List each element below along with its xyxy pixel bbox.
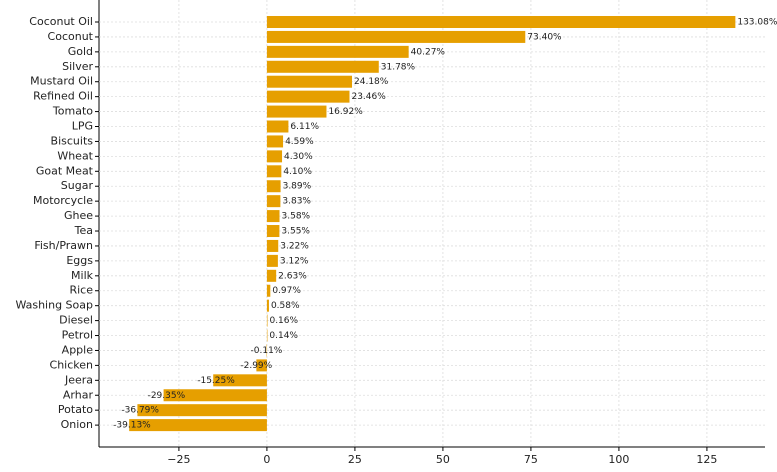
bar (267, 255, 278, 267)
y-tick-label: Rice (69, 284, 93, 297)
value-label: 4.59% (285, 137, 314, 147)
x-tick-label: 100 (608, 453, 629, 466)
y-tick-label: Biscuits (51, 134, 94, 147)
bar (267, 285, 270, 297)
x-tick-label: 50 (436, 453, 450, 466)
y-tick-label: Diesel (59, 314, 93, 327)
y-tick-label: Ghee (64, 209, 93, 222)
value-label: 4.10% (283, 167, 312, 177)
x-tick-label: 25 (348, 453, 362, 466)
bar (267, 240, 278, 252)
value-label: 0.16% (269, 316, 298, 326)
y-tick-label: LPG (72, 120, 93, 133)
value-label: -15.25% (197, 376, 235, 386)
x-tick-label: 0 (263, 453, 270, 466)
y-tick-label: Washing Soap (15, 299, 93, 312)
bar (267, 16, 735, 28)
value-label: 0.58% (271, 301, 300, 311)
bar (267, 91, 350, 103)
y-tick-label: Milk (71, 269, 94, 282)
y-tick-label: Eggs (66, 254, 93, 267)
value-label: 23.46% (351, 92, 386, 102)
value-label: 4.30% (284, 152, 313, 162)
y-tick-label: Tomato (52, 105, 93, 118)
bar (267, 225, 279, 237)
y-tick-label: Silver (62, 60, 93, 73)
value-label: 6.11% (290, 122, 319, 132)
value-label: -2.99% (240, 361, 272, 371)
value-label: -36.79% (121, 406, 159, 416)
bar (267, 106, 327, 118)
y-tick-label: Tea (74, 224, 93, 237)
value-label: 0.97% (272, 286, 301, 296)
value-label: 73.40% (527, 32, 562, 42)
value-label: -39.13% (113, 421, 151, 431)
value-label: 3.12% (280, 256, 309, 266)
bar (267, 31, 525, 43)
y-tick-label: Coconut (48, 30, 94, 43)
y-tick-label: Petrol (62, 329, 93, 342)
bar (267, 46, 409, 58)
y-tick-label: Chicken (50, 358, 94, 371)
y-tick-label: Wheat (57, 149, 93, 162)
bar (267, 210, 280, 222)
bar (267, 150, 282, 162)
y-tick-label: Gold (68, 45, 93, 58)
y-tick-label: Jeera (64, 373, 93, 386)
y-tick-label: Apple (62, 343, 94, 356)
y-tick-label: Fish/Prawn (34, 239, 93, 252)
y-tick-label: Refined Oil (33, 90, 93, 103)
y-tick-label: Potato (58, 403, 93, 416)
value-label: -0.11% (251, 346, 283, 356)
y-tick-label: Coconut Oil (29, 15, 93, 28)
value-label: 24.18% (354, 77, 389, 87)
value-label: 3.55% (281, 227, 310, 237)
value-label: 2.63% (278, 271, 307, 281)
x-tick-label: 125 (696, 453, 717, 466)
bar (267, 180, 281, 192)
bar (267, 270, 276, 282)
y-tick-label: Sugar (61, 179, 94, 192)
value-label: -29.35% (148, 391, 186, 401)
y-tick-label: Onion (61, 418, 93, 431)
bar (267, 165, 281, 177)
y-tick-label: Motorcycle (33, 194, 93, 207)
x-tick-label: −25 (167, 453, 190, 466)
y-tick-label: Arhar (63, 388, 94, 401)
bar (267, 76, 352, 88)
bar (267, 121, 289, 133)
x-tick-label: 75 (524, 453, 538, 466)
value-label: 40.27% (411, 47, 446, 57)
bar (267, 195, 280, 207)
bar (267, 315, 268, 327)
bar (267, 61, 379, 73)
y-tick-label: Goat Meat (36, 164, 94, 177)
bar (267, 135, 283, 147)
value-label: 3.58% (282, 212, 311, 222)
value-label: 16.92% (328, 107, 363, 117)
value-label: 3.22% (280, 241, 309, 251)
value-label: 3.83% (282, 197, 311, 207)
y-tick-label: Mustard Oil (30, 75, 93, 88)
value-label: 0.14% (269, 331, 298, 341)
value-label: 31.78% (381, 62, 416, 72)
value-label: 3.89% (283, 182, 312, 192)
bar (267, 300, 269, 312)
value-label: 133.08% (737, 18, 777, 28)
